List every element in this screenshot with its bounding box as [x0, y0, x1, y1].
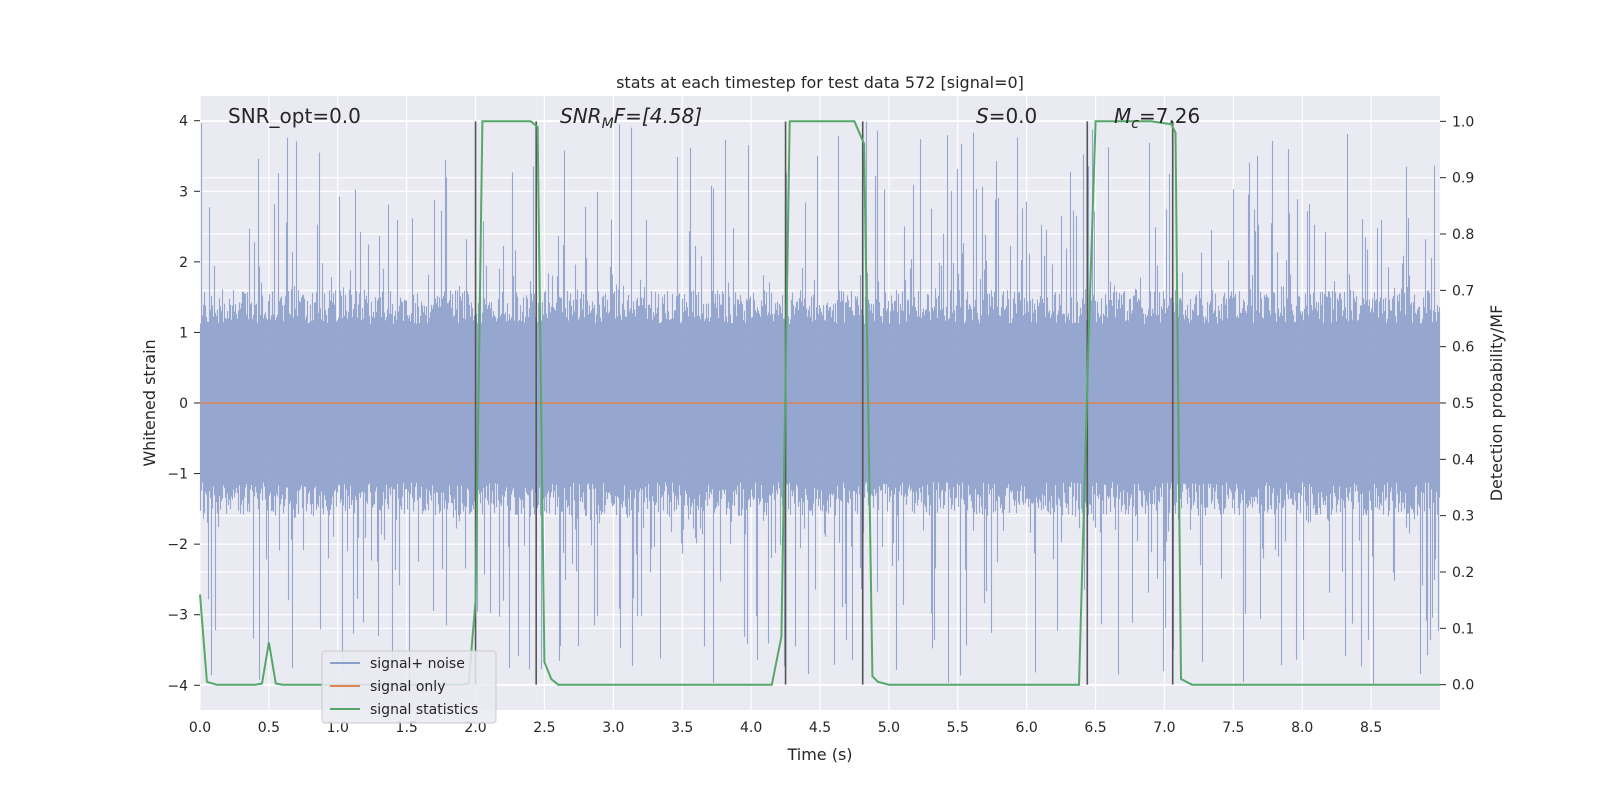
- annotation-mc: Mc=7.26: [1114, 104, 1200, 132]
- x-tick-label-3: 1.5: [396, 720, 418, 736]
- right-tick-label-1: 0.1: [1452, 621, 1474, 637]
- right-tick-label-3: 0.3: [1452, 509, 1474, 525]
- left-tick-label-8: 4: [179, 114, 188, 130]
- x-tick-label-0: 0.0: [189, 720, 211, 736]
- x-tick-label-6: 3.0: [602, 720, 624, 736]
- x-tick-label-9: 4.5: [809, 720, 831, 736]
- x-tick-label-4: 2.0: [464, 720, 486, 736]
- left-tick-label-2: −2: [167, 537, 188, 553]
- left-tick-label-7: 3: [179, 184, 188, 200]
- right-y-axis-label: Detection probability/MF: [1487, 305, 1506, 502]
- right-tick-label-10: 1.0: [1452, 114, 1474, 130]
- legend-box: [321, 650, 497, 724]
- right-tick-label-2: 0.2: [1452, 565, 1474, 581]
- x-tick-label-12: 6.0: [1016, 720, 1038, 736]
- x-tick-label-1: 0.5: [258, 720, 280, 736]
- annotation-snr-mf: SNRMF=[4.58]: [560, 104, 702, 132]
- right-tick-label-7: 0.7: [1452, 283, 1474, 299]
- legend-label-signal: signal only: [370, 679, 445, 695]
- left-y-axis-ticks: −4 −3 −2 −1 0 1 2 3 4: [167, 114, 200, 694]
- x-tick-label-7: 3.5: [671, 720, 693, 736]
- x-tick-label-2: 1.0: [327, 720, 349, 736]
- x-tick-label-8: 4.0: [740, 720, 762, 736]
- chart-title: stats at each timestep for test data 572…: [616, 73, 1024, 92]
- right-tick-label-5: 0.5: [1452, 396, 1474, 412]
- left-tick-label-5: 1: [179, 325, 188, 341]
- annotation-s: S=0.0: [976, 104, 1037, 128]
- right-tick-label-6: 0.6: [1452, 340, 1474, 356]
- x-tick-label-14: 7.0: [1153, 720, 1175, 736]
- signal-statistics-line: [199, 120, 1440, 686]
- x-tick-label-5: 2.5: [533, 720, 555, 736]
- x-axis-label: Time (s): [786, 745, 852, 764]
- annotation-snr-opt: SNR_opt=0.0: [228, 104, 361, 128]
- x-tick-label-16: 8.0: [1291, 720, 1313, 736]
- left-y-axis-label: Whitened strain: [140, 339, 159, 466]
- x-tick-label-15: 7.5: [1222, 720, 1244, 736]
- right-y-axis-ticks: 0.0 0.1 0.2 0.3 0.4 0.5 0.6 0.7 0.8 0.9 1.0: [1440, 114, 1474, 694]
- left-tick-label-1: −3: [167, 608, 188, 624]
- right-tick-label-8: 0.8: [1452, 227, 1474, 243]
- right-tick-label-4: 0.4: [1452, 452, 1474, 468]
- x-tick-label-10: 5.0: [878, 720, 900, 736]
- x-axis-ticks: 0.0 0.5 1.0 1.5 2.0 2.5 3.0 3.5 4.0 4.5 5.0 5.5 6.0 6…: [189, 720, 1382, 736]
- right-tick-label-0: 0.0: [1452, 678, 1474, 694]
- right-tick-label-9: 0.9: [1452, 171, 1474, 187]
- left-tick-label-4: 0: [179, 396, 188, 412]
- legend-label-noise: signal+ noise: [370, 656, 465, 672]
- legend: signal+ noise signal only signal statist…: [321, 650, 497, 724]
- x-tick-label-17: 8.5: [1360, 720, 1382, 736]
- legend-label-stats: signal statistics: [370, 702, 478, 718]
- left-tick-label-0: −4: [167, 678, 188, 694]
- x-tick-label-13: 6.5: [1084, 720, 1106, 736]
- x-tick-label-11: 5.5: [947, 720, 969, 736]
- left-tick-label-3: −1: [167, 467, 188, 483]
- left-tick-label-6: 2: [179, 255, 188, 271]
